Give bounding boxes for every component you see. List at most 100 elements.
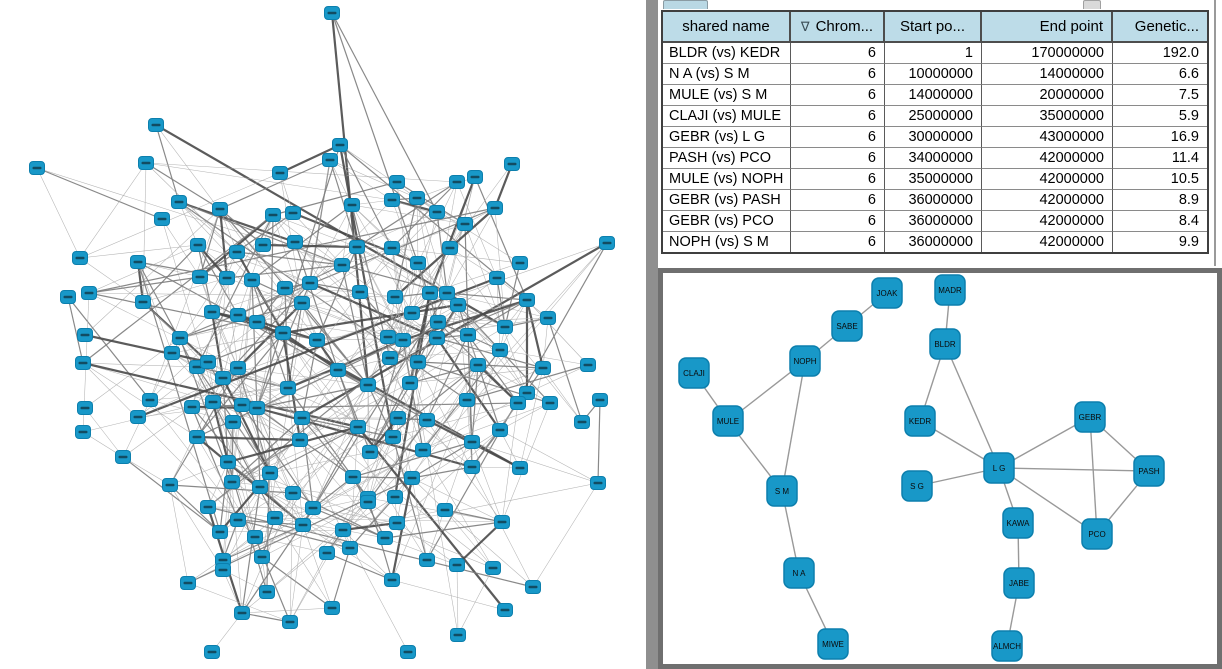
detail-network-node-JABE[interactable]: JABE bbox=[1003, 567, 1035, 599]
overview-network-node[interactable] bbox=[249, 401, 265, 415]
table-cell[interactable]: 36000000 bbox=[885, 211, 982, 232]
table-cell[interactable]: 10000000 bbox=[885, 64, 982, 85]
overview-network-node[interactable] bbox=[277, 281, 293, 295]
detail-network-node-PASH[interactable]: PASH bbox=[1133, 455, 1165, 487]
table-cell[interactable]: MULE (vs) S M bbox=[663, 85, 791, 106]
overview-network-node[interactable] bbox=[294, 411, 310, 425]
overview-network-node[interactable] bbox=[330, 363, 346, 377]
table-cell[interactable]: 6 bbox=[791, 106, 885, 127]
overview-network-node[interactable] bbox=[487, 201, 503, 215]
column-header-2[interactable]: Start po... bbox=[885, 12, 982, 43]
detail-network-node-MIWE[interactable]: MIWE bbox=[817, 628, 849, 660]
overview-network-node[interactable] bbox=[457, 217, 473, 231]
overview-network-node[interactable] bbox=[535, 361, 551, 375]
overview-network-node[interactable] bbox=[352, 285, 368, 299]
table-tab-active[interactable] bbox=[663, 0, 708, 9]
overview-network-node[interactable] bbox=[429, 331, 445, 345]
detail-network-node-BLDR[interactable]: BLDR bbox=[929, 328, 961, 360]
overview-network-node[interactable] bbox=[302, 276, 318, 290]
overview-network-node[interactable] bbox=[519, 293, 535, 307]
detail-network-node-LG[interactable]: L G bbox=[983, 452, 1015, 484]
overview-network-node[interactable] bbox=[72, 251, 88, 265]
table-row[interactable]: N A (vs) S M 6 10000000 14000000 6.6 bbox=[663, 64, 1207, 85]
overview-network-node[interactable] bbox=[429, 205, 445, 219]
overview-network-node[interactable] bbox=[467, 170, 483, 184]
table-cell[interactable]: 9.9 bbox=[1113, 232, 1207, 252]
overview-network-node[interactable] bbox=[504, 157, 520, 171]
overview-network-canvas[interactable] bbox=[0, 0, 646, 669]
network-overview-panel[interactable] bbox=[0, 0, 646, 669]
table-cell[interactable]: 35000000 bbox=[885, 169, 982, 190]
overview-network-node[interactable] bbox=[404, 471, 420, 485]
overview-network-node[interactable] bbox=[350, 420, 366, 434]
overview-network-node[interactable] bbox=[590, 476, 606, 490]
overview-network-node[interactable] bbox=[230, 513, 246, 527]
overview-network-node[interactable] bbox=[384, 193, 400, 207]
overview-network-node[interactable] bbox=[77, 401, 93, 415]
table-cell[interactable]: N A (vs) S M bbox=[663, 64, 791, 85]
overview-network-node[interactable] bbox=[489, 271, 505, 285]
overview-network-node[interactable] bbox=[592, 393, 608, 407]
overview-network-node[interactable] bbox=[384, 573, 400, 587]
overview-network-node[interactable] bbox=[285, 486, 301, 500]
overview-network-node[interactable] bbox=[415, 443, 431, 457]
table-cell[interactable]: 6 bbox=[791, 127, 885, 148]
overview-network-node[interactable] bbox=[244, 273, 260, 287]
detail-network-edge-BLDR-LG[interactable] bbox=[944, 343, 1000, 469]
overview-network-node[interactable] bbox=[419, 413, 435, 427]
overview-network-node[interactable] bbox=[362, 445, 378, 459]
table-cell[interactable]: BLDR (vs) KEDR bbox=[663, 43, 791, 64]
detail-network-node-MADR[interactable]: MADR bbox=[934, 274, 966, 306]
table-cell[interactable]: 16.9 bbox=[1113, 127, 1207, 148]
table-cell[interactable]: 170000000 bbox=[982, 43, 1113, 64]
overview-network-node[interactable] bbox=[450, 298, 466, 312]
overview-network-node[interactable] bbox=[439, 286, 455, 300]
overview-network-node[interactable] bbox=[332, 138, 348, 152]
overview-network-node[interactable] bbox=[459, 393, 475, 407]
overview-network-node[interactable] bbox=[189, 430, 205, 444]
overview-network-node[interactable] bbox=[142, 393, 158, 407]
overview-network-node[interactable] bbox=[162, 478, 178, 492]
detail-network-node-SM[interactable]: S M bbox=[766, 475, 798, 507]
filter-icon[interactable]: ∇ bbox=[800, 19, 810, 34]
overview-network-node[interactable] bbox=[360, 495, 376, 509]
overview-network-node[interactable] bbox=[212, 525, 228, 539]
detail-network-node-SG[interactable]: S G bbox=[901, 470, 933, 502]
overview-network-node[interactable] bbox=[148, 118, 164, 132]
overview-network-node[interactable] bbox=[272, 166, 288, 180]
table-cell[interactable]: 1 bbox=[885, 43, 982, 64]
table-cell[interactable]: 20000000 bbox=[982, 85, 1113, 106]
table-cell[interactable]: GEBR (vs) PASH bbox=[663, 190, 791, 211]
table-cell[interactable]: 6 bbox=[791, 211, 885, 232]
overview-network-node[interactable] bbox=[510, 396, 526, 410]
overview-network-node[interactable] bbox=[342, 541, 358, 555]
overview-network-node[interactable] bbox=[442, 241, 458, 255]
overview-network-node[interactable] bbox=[190, 238, 206, 252]
column-header-1[interactable]: ∇ Chrom... bbox=[791, 12, 885, 43]
table-cell[interactable]: 25000000 bbox=[885, 106, 982, 127]
table-cell[interactable]: 6 bbox=[791, 169, 885, 190]
overview-network-node[interactable] bbox=[404, 306, 420, 320]
overview-network-node[interactable] bbox=[180, 576, 196, 590]
overview-network-node[interactable] bbox=[497, 603, 513, 617]
overview-network-node[interactable] bbox=[234, 606, 250, 620]
overview-network-node[interactable] bbox=[464, 435, 480, 449]
overview-network-node[interactable] bbox=[292, 433, 308, 447]
overview-network-node[interactable] bbox=[335, 523, 351, 537]
overview-network-node[interactable] bbox=[380, 330, 396, 344]
overview-network-node[interactable] bbox=[580, 358, 596, 372]
table-cell[interactable]: 6 bbox=[791, 64, 885, 85]
overview-network-node[interactable] bbox=[470, 358, 486, 372]
overview-network-node[interactable] bbox=[464, 460, 480, 474]
overview-network-node[interactable] bbox=[334, 258, 350, 272]
table-row[interactable]: MULE (vs) S M 6 14000000 20000000 7.5 bbox=[663, 85, 1207, 106]
overview-network-node[interactable] bbox=[184, 400, 200, 414]
table-row[interactable]: PASH (vs) PCO 6 34000000 42000000 11.4 bbox=[663, 148, 1207, 169]
detail-network-edge-GEBR-PCO[interactable] bbox=[1089, 416, 1098, 535]
detail-network-node-NA[interactable]: N A bbox=[783, 557, 815, 589]
overview-network-node[interactable] bbox=[540, 311, 556, 325]
table-row[interactable]: CLAJI (vs) MULE 6 25000000 35000000 5.9 bbox=[663, 106, 1207, 127]
table-cell[interactable]: 6 bbox=[791, 148, 885, 169]
detail-network-node-PCO[interactable]: PCO bbox=[1081, 518, 1113, 550]
overview-network-node[interactable] bbox=[410, 256, 426, 270]
